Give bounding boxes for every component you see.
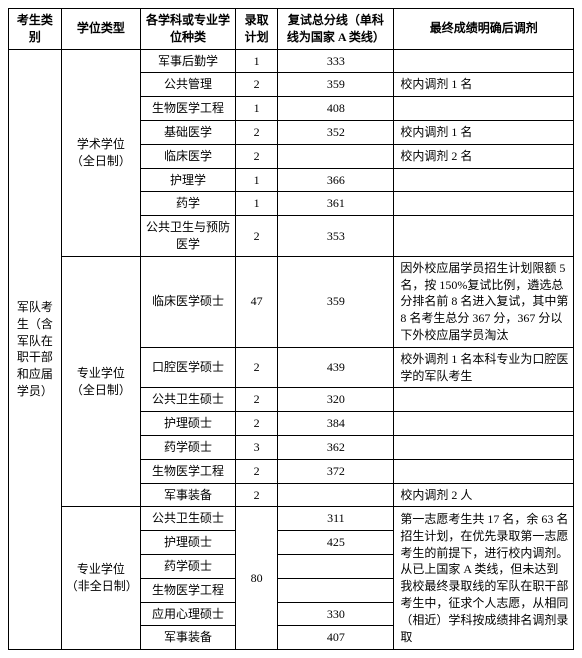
- cell-plan: 2: [236, 120, 278, 144]
- cell-plan: 1: [236, 49, 278, 73]
- table-row: 专业学位（非全日制） 公共卫生硕士 80 311 第一志愿考生共 17 名，余 …: [9, 507, 574, 531]
- cell-subject: 公共管理: [141, 73, 236, 97]
- cell-plan-merged: 80: [236, 507, 278, 650]
- cell-note: [394, 435, 574, 459]
- cell-subject: 基础医学: [141, 120, 236, 144]
- cell-score: 359: [278, 256, 394, 347]
- cell-subject: 公共卫生与预防医学: [141, 216, 236, 257]
- cell-subject: 药学: [141, 192, 236, 216]
- cell-plan: 2: [236, 388, 278, 412]
- cell-score: 366: [278, 168, 394, 192]
- cell-subject: 生物医学工程: [141, 459, 236, 483]
- cell-subject: 公共卫生硕士: [141, 388, 236, 412]
- cell-score: 372: [278, 459, 394, 483]
- cell-category: 军队考生（含军队在职干部和应届学员）: [9, 49, 62, 650]
- table-header-row: 考生类别 学位类型 各学科或专业学位种类 录取计划 复试总分线（单科线为国家 A…: [9, 9, 574, 50]
- cell-plan: 1: [236, 168, 278, 192]
- cell-subject: 药学硕士: [141, 435, 236, 459]
- cell-subject: 口腔医学硕士: [141, 347, 236, 388]
- cell-note: [394, 192, 574, 216]
- cell-score: 361: [278, 192, 394, 216]
- cell-note: 校内调剂 2 人: [394, 483, 574, 507]
- cell-score: 311: [278, 507, 394, 531]
- cell-plan: 2: [236, 483, 278, 507]
- cell-note: 校内调剂 2 名: [394, 144, 574, 168]
- cell-plan: 2: [236, 347, 278, 388]
- cell-plan: 2: [236, 412, 278, 436]
- cell-subject: 公共卫生硕士: [141, 507, 236, 531]
- cell-subject: 护理硕士: [141, 412, 236, 436]
- th-note: 最终成绩明确后调剂: [394, 9, 574, 50]
- cell-degree-type: 专业学位（全日制）: [61, 256, 140, 507]
- cell-plan: 1: [236, 97, 278, 121]
- th-subject: 各学科或专业学位种类: [141, 9, 236, 50]
- cell-subject: 药学硕士: [141, 554, 236, 578]
- cell-note: 校内调剂 1 名: [394, 73, 574, 97]
- cell-score: 384: [278, 412, 394, 436]
- cell-note: [394, 49, 574, 73]
- cell-note: 因外校应届学员招生计划限额 5 名，按 150%复试比例，遴选总分排名前 8 名…: [394, 256, 574, 347]
- cell-score: 407: [278, 626, 394, 650]
- cell-score: [278, 144, 394, 168]
- cell-degree-type: 专业学位（非全日制）: [61, 507, 140, 650]
- cell-subject: 临床医学: [141, 144, 236, 168]
- table-row: 军队考生（含军队在职干部和应届学员） 学术学位（全日制） 军事后勤学 1 333: [9, 49, 574, 73]
- cell-note: [394, 412, 574, 436]
- th-category: 考生类别: [9, 9, 62, 50]
- cell-score: 333: [278, 49, 394, 73]
- cell-subject: 护理硕士: [141, 531, 236, 555]
- cell-score: [278, 483, 394, 507]
- cell-note-merged: 第一志愿考生共 17 名，余 63 名招生计划，在优先录取第一志愿考生的前提下，…: [394, 507, 574, 650]
- cell-score: 359: [278, 73, 394, 97]
- cell-note: 校外调剂 1 名本科专业为口腔医学的军队考生: [394, 347, 574, 388]
- cell-note: [394, 97, 574, 121]
- cell-plan: 2: [236, 73, 278, 97]
- th-score: 复试总分线（单科线为国家 A 类线）: [278, 9, 394, 50]
- cell-subject: 应用心理硕士: [141, 602, 236, 626]
- cell-score: 425: [278, 531, 394, 555]
- cell-degree-type: 学术学位（全日制）: [61, 49, 140, 256]
- cell-score: 408: [278, 97, 394, 121]
- th-degree-type: 学位类型: [61, 9, 140, 50]
- cell-subject: 临床医学硕士: [141, 256, 236, 347]
- cell-subject: 护理学: [141, 168, 236, 192]
- cell-score: 320: [278, 388, 394, 412]
- cell-score: 352: [278, 120, 394, 144]
- cell-plan: 47: [236, 256, 278, 347]
- cell-note: [394, 216, 574, 257]
- cell-plan: 2: [236, 459, 278, 483]
- cell-score: 439: [278, 347, 394, 388]
- cell-subject: 军事装备: [141, 483, 236, 507]
- cell-subject: 生物医学工程: [141, 97, 236, 121]
- cell-note: [394, 459, 574, 483]
- admissions-table: 考生类别 学位类型 各学科或专业学位种类 录取计划 复试总分线（单科线为国家 A…: [8, 8, 574, 650]
- cell-score: [278, 554, 394, 578]
- cell-plan: 2: [236, 144, 278, 168]
- cell-plan: 2: [236, 216, 278, 257]
- cell-subject: 军事后勤学: [141, 49, 236, 73]
- cell-plan: 3: [236, 435, 278, 459]
- cell-subject: 军事装备: [141, 626, 236, 650]
- cell-score: 330: [278, 602, 394, 626]
- cell-score: 353: [278, 216, 394, 257]
- cell-score: [278, 578, 394, 602]
- table-row: 专业学位（全日制） 临床医学硕士 47 359 因外校应届学员招生计划限额 5 …: [9, 256, 574, 347]
- cell-note: 校内调剂 1 名: [394, 120, 574, 144]
- cell-subject: 生物医学工程: [141, 578, 236, 602]
- cell-note: [394, 168, 574, 192]
- cell-note: [394, 388, 574, 412]
- cell-plan: 1: [236, 192, 278, 216]
- th-plan: 录取计划: [236, 9, 278, 50]
- cell-score: 362: [278, 435, 394, 459]
